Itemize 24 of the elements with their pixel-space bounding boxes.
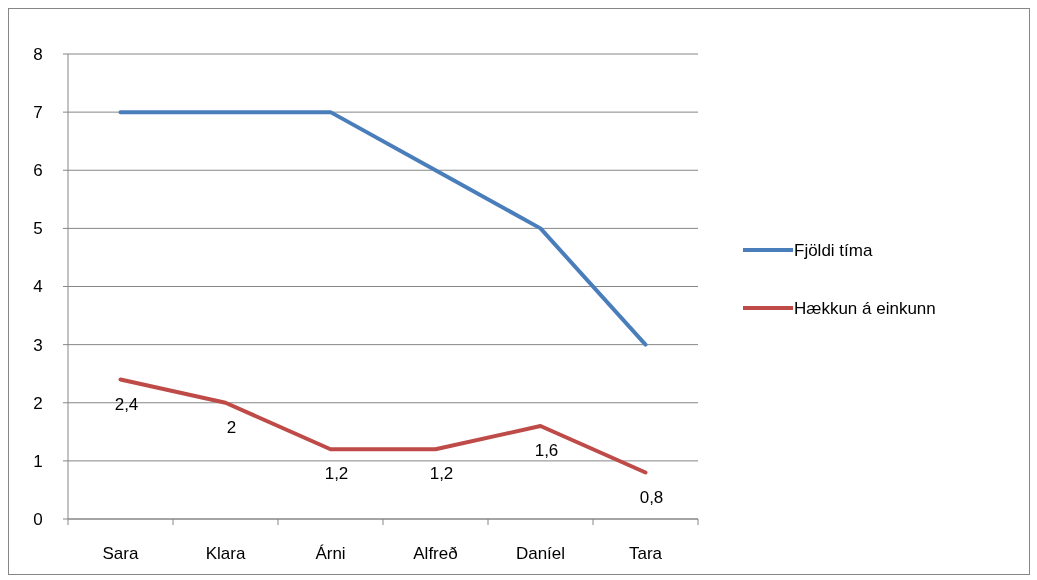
y-tick-label: 0 xyxy=(33,509,43,529)
x-tick-label: Sara xyxy=(102,544,139,563)
y-tick-label: 4 xyxy=(33,277,43,297)
y-tick-label: 8 xyxy=(33,44,43,64)
data-label: 0,8 xyxy=(639,487,664,507)
x-tick-label: Alfreð xyxy=(413,544,458,563)
x-tick-label: Tara xyxy=(628,544,663,563)
x-tick-label: Klara xyxy=(205,544,246,563)
data-label: 1,2 xyxy=(429,464,454,484)
x-tick-label: Árni xyxy=(315,544,346,563)
legend-label: Fjöldi tíma xyxy=(794,240,873,260)
y-tick-label: 6 xyxy=(33,161,43,181)
y-tick-label: 2 xyxy=(33,393,43,413)
data-label: 1,2 xyxy=(324,464,349,484)
x-tick-label: Daníel xyxy=(515,544,566,563)
data-label: 2,4 xyxy=(114,394,139,414)
y-tick-label: 1 xyxy=(33,451,43,471)
data-label: 1,6 xyxy=(534,441,559,460)
data-label: 2 xyxy=(226,417,237,437)
y-tick-label: 5 xyxy=(33,219,43,239)
y-tick-label: 3 xyxy=(33,335,43,355)
legend-label: Hækkun á einkunn xyxy=(794,298,936,318)
line-series xyxy=(118,110,648,347)
y-tick-label: 7 xyxy=(33,103,43,123)
